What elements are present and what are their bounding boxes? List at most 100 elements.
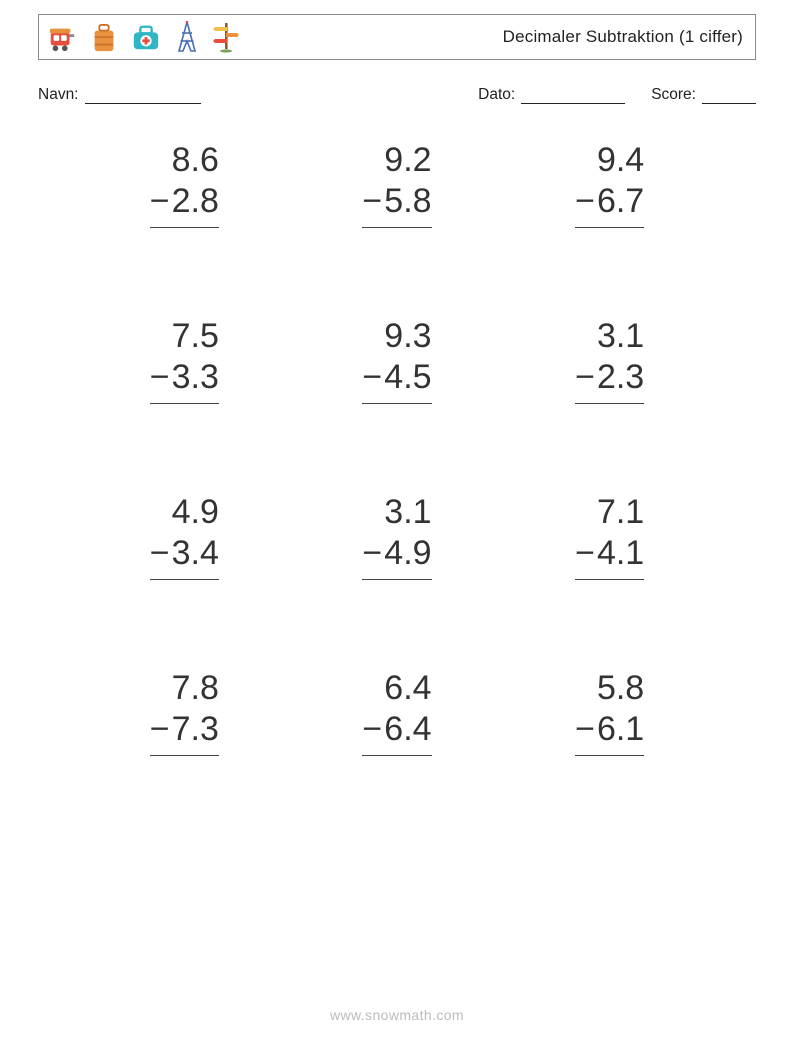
answer-rule xyxy=(150,755,219,756)
minuend: 9.3 xyxy=(362,316,431,357)
minus-sign: − xyxy=(150,533,170,574)
problem-stack: 7.1−4.1 xyxy=(575,492,644,580)
info-line: Navn: Dato: Score: xyxy=(38,86,756,104)
minuend: 7.1 xyxy=(575,492,644,533)
minus-sign: − xyxy=(150,357,170,398)
problem-stack: 9.2−5.8 xyxy=(362,140,431,228)
subtrahend-row: −6.1 xyxy=(575,709,644,750)
problem-stack: 3.1−2.3 xyxy=(575,316,644,404)
minuend: 3.1 xyxy=(575,316,644,357)
answer-rule xyxy=(575,755,644,756)
subtrahend-row: −2.3 xyxy=(575,357,644,398)
subtrahend: 4.1 xyxy=(597,533,644,574)
tram-icon xyxy=(47,23,77,53)
signpost-icon xyxy=(213,21,239,53)
answer-rule xyxy=(362,579,431,580)
problem-12: 5.8−6.1 xyxy=(503,668,716,756)
info-right: Dato: Score: xyxy=(478,86,756,104)
problem-2: 9.2−5.8 xyxy=(291,140,504,228)
minus-sign: − xyxy=(362,533,382,574)
subtrahend: 3.4 xyxy=(172,533,219,574)
score-label: Score: xyxy=(651,86,696,104)
problems-grid: 8.6−2.89.2−5.89.4−6.77.5−3.39.3−4.53.1−2… xyxy=(78,140,716,756)
minus-sign: − xyxy=(575,181,595,222)
subtrahend-row: −6.7 xyxy=(575,181,644,222)
footer-url: www.snowmath.com xyxy=(0,1007,794,1023)
worksheet-page: Decimaler Subtraktion (1 ciffer) Navn: D… xyxy=(0,0,794,1053)
problem-stack: 5.8−6.1 xyxy=(575,668,644,756)
subtrahend: 4.9 xyxy=(384,533,431,574)
subtrahend-row: −7.3 xyxy=(150,709,219,750)
answer-rule xyxy=(575,579,644,580)
minuend: 9.2 xyxy=(362,140,431,181)
navn-blank[interactable] xyxy=(85,89,201,104)
answer-rule xyxy=(362,227,431,228)
minuend: 6.4 xyxy=(362,668,431,709)
subtrahend-row: −3.3 xyxy=(150,357,219,398)
answer-rule xyxy=(362,755,431,756)
subtrahend: 4.5 xyxy=(384,357,431,398)
subtrahend: 2.8 xyxy=(172,181,219,222)
minus-sign: − xyxy=(575,709,595,750)
minus-sign: − xyxy=(362,181,382,222)
subtrahend: 3.3 xyxy=(172,357,219,398)
minus-sign: − xyxy=(575,533,595,574)
problem-6: 3.1−2.3 xyxy=(503,316,716,404)
answer-rule xyxy=(150,227,219,228)
problem-5: 9.3−4.5 xyxy=(291,316,504,404)
minuend: 3.1 xyxy=(362,492,431,533)
answer-rule xyxy=(362,403,431,404)
subtrahend-row: −4.5 xyxy=(362,357,431,398)
subtrahend: 5.8 xyxy=(384,181,431,222)
problem-4: 7.5−3.3 xyxy=(78,316,291,404)
problem-9: 7.1−4.1 xyxy=(503,492,716,580)
minus-sign: − xyxy=(150,709,170,750)
medkit-icon xyxy=(131,23,161,53)
subtrahend-row: −6.4 xyxy=(362,709,431,750)
subtrahend-row: −4.1 xyxy=(575,533,644,574)
header-icons xyxy=(47,21,239,53)
problem-stack: 9.3−4.5 xyxy=(362,316,431,404)
info-left: Navn: xyxy=(38,86,201,104)
minus-sign: − xyxy=(150,181,170,222)
suitcase-icon xyxy=(91,23,117,53)
subtrahend-row: −4.9 xyxy=(362,533,431,574)
dato-label: Dato: xyxy=(478,86,515,104)
answer-rule xyxy=(150,579,219,580)
subtrahend-row: −5.8 xyxy=(362,181,431,222)
header-box: Decimaler Subtraktion (1 ciffer) xyxy=(38,14,756,60)
dato-blank[interactable] xyxy=(521,89,625,104)
navn-label: Navn: xyxy=(38,86,79,104)
problem-10: 7.8−7.3 xyxy=(78,668,291,756)
minuend: 8.6 xyxy=(150,140,219,181)
problem-stack: 9.4−6.7 xyxy=(575,140,644,228)
subtrahend: 6.1 xyxy=(597,709,644,750)
minus-sign: − xyxy=(362,709,382,750)
problem-7: 4.9−3.4 xyxy=(78,492,291,580)
minuend: 9.4 xyxy=(575,140,644,181)
minus-sign: − xyxy=(575,357,595,398)
answer-rule xyxy=(150,403,219,404)
subtrahend: 7.3 xyxy=(172,709,219,750)
problem-stack: 8.6−2.8 xyxy=(150,140,219,228)
problem-stack: 7.5−3.3 xyxy=(150,316,219,404)
problem-stack: 7.8−7.3 xyxy=(150,668,219,756)
problem-3: 9.4−6.7 xyxy=(503,140,716,228)
score-blank[interactable] xyxy=(702,89,756,104)
problem-stack: 6.4−6.4 xyxy=(362,668,431,756)
problem-8: 3.1−4.9 xyxy=(291,492,504,580)
subtrahend: 2.3 xyxy=(597,357,644,398)
minuend: 5.8 xyxy=(575,668,644,709)
answer-rule xyxy=(575,403,644,404)
subtrahend-row: −2.8 xyxy=(150,181,219,222)
subtrahend: 6.4 xyxy=(384,709,431,750)
problem-1: 8.6−2.8 xyxy=(78,140,291,228)
minuend: 7.8 xyxy=(150,668,219,709)
minuend: 7.5 xyxy=(150,316,219,357)
worksheet-title: Decimaler Subtraktion (1 ciffer) xyxy=(503,27,743,47)
minus-sign: − xyxy=(362,357,382,398)
problem-11: 6.4−6.4 xyxy=(291,668,504,756)
minuend: 4.9 xyxy=(150,492,219,533)
problem-stack: 3.1−4.9 xyxy=(362,492,431,580)
subtrahend-row: −3.4 xyxy=(150,533,219,574)
